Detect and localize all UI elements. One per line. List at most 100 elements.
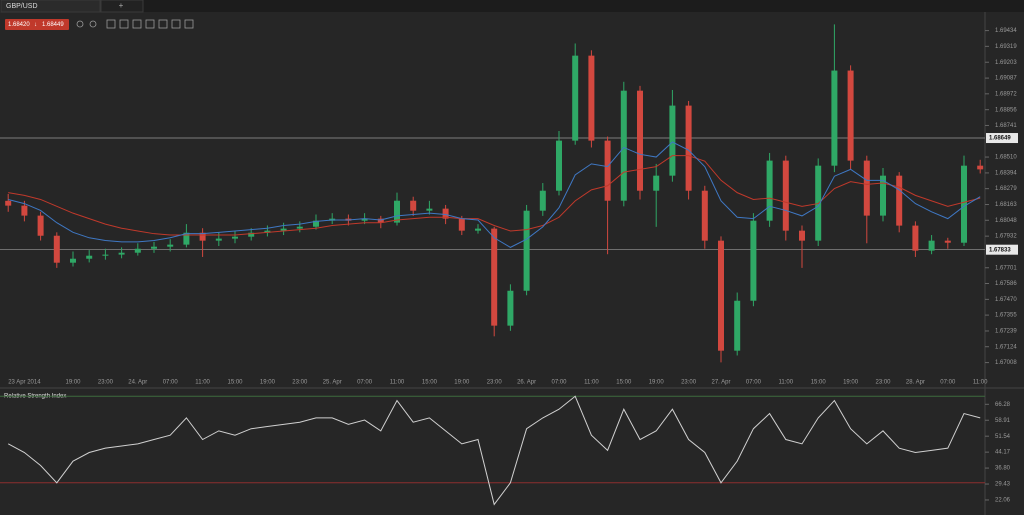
tool-2[interactable] [119, 19, 129, 29]
y-tick-label: 1.68048 [995, 218, 1017, 224]
y-tick-label: 29.43 [995, 482, 1011, 488]
symbol-tab[interactable]: GBP/USD [6, 3, 38, 10]
zoom-in[interactable] [76, 20, 84, 28]
bid: 1.68420 [8, 22, 30, 28]
x-tick-label: 07:00 [551, 380, 567, 386]
y-tick-label: 1.68510 [995, 155, 1017, 161]
x-tick-label: 11:00 [779, 380, 794, 386]
candle-body [734, 300, 741, 351]
candle-body [167, 244, 174, 247]
x-tick-label: 26. Apr [517, 380, 536, 386]
candle-body [377, 218, 384, 223]
y-tick-label: 22.06 [995, 498, 1011, 504]
tool-1[interactable] [106, 19, 116, 29]
x-tick-label: 19:00 [649, 380, 665, 386]
candle-body [799, 230, 805, 241]
candle-body [766, 160, 773, 221]
y-tick-label: 58.91 [995, 418, 1011, 424]
candle-body [70, 258, 76, 263]
candle-body [977, 165, 984, 170]
x-tick-label: 24. Apr [128, 380, 147, 386]
x-tick-label: 11:00 [584, 380, 599, 386]
candle-body [685, 105, 692, 191]
x-tick-label: 27. Apr [711, 380, 730, 386]
candle-body [896, 175, 903, 226]
zoom-out[interactable] [89, 20, 97, 28]
y-tick-label: 1.68394 [995, 171, 1017, 177]
candle-body [912, 225, 919, 251]
tab[interactable] [0, 0, 101, 13]
candle-body [458, 218, 465, 231]
candle-body [151, 246, 157, 249]
arrow-down: ↓ [34, 22, 37, 28]
candle-body [280, 228, 287, 231]
x-tick-label: 23:00 [487, 380, 503, 386]
candle-body [361, 218, 368, 221]
candle-body [880, 175, 886, 216]
x-tick-label: 19:00 [260, 380, 276, 386]
candle-body [556, 140, 562, 191]
x-tick-label: 19:00 [65, 380, 81, 386]
y-tick-label: 1.67932 [995, 234, 1017, 240]
candle-body [847, 70, 854, 161]
new-tab[interactable] [100, 0, 144, 13]
x-tick-label: 15:00 [811, 380, 827, 386]
y-tick-label: 1.69434 [995, 28, 1017, 34]
x-tick-label: 11:00 [973, 380, 988, 386]
candle-body [410, 200, 417, 211]
ask: 1.68449 [42, 22, 64, 28]
candle-body [750, 220, 757, 301]
tool-7[interactable] [184, 19, 194, 29]
candle-body [588, 55, 595, 141]
y-tick-label: 51.54 [995, 434, 1011, 440]
new-tab-icon[interactable]: + [119, 1, 124, 10]
candle-body [37, 215, 44, 236]
tool-5[interactable] [158, 19, 168, 29]
candle-body [248, 232, 255, 237]
y-tick-label: 1.68279 [995, 186, 1017, 192]
candle-body [102, 254, 109, 256]
candle-body [637, 90, 643, 191]
tool-4[interactable] [145, 19, 155, 29]
candle-body [620, 90, 627, 201]
x-tick-label: 28. Apr [906, 380, 925, 386]
candle-body [134, 248, 141, 253]
candle-body [199, 232, 206, 241]
y-tick-label: 1.67008 [995, 360, 1017, 366]
y-tick-label: 1.68856 [995, 107, 1017, 113]
tool-6[interactable] [171, 19, 181, 29]
candle-body [523, 210, 530, 291]
candle-body [491, 228, 498, 326]
quote-box [5, 19, 69, 30]
y-tick-label: 1.67124 [995, 344, 1017, 350]
tool-3[interactable] [132, 19, 142, 29]
x-tick-label: 07:00 [163, 380, 179, 386]
candle-body [507, 290, 514, 326]
y-tick-label: 66.28 [995, 402, 1011, 408]
x-tick-label: 15:00 [422, 380, 438, 386]
candle-body [604, 140, 611, 201]
candle-body [782, 160, 789, 231]
candle-body [928, 240, 935, 251]
candle-body [394, 200, 400, 223]
candle-body [426, 208, 433, 211]
y-tick-label: 1.68741 [995, 123, 1017, 129]
y-tick-label: 1.67355 [995, 313, 1017, 319]
candle-body [442, 208, 449, 219]
candle-body [961, 165, 967, 243]
x-tick-label: 11:00 [390, 380, 405, 386]
y-tick-label: 36.80 [995, 466, 1011, 472]
y-tick-label: 1.68972 [995, 91, 1017, 97]
x-tick-label: 07:00 [357, 380, 373, 386]
candle-body [313, 220, 319, 227]
x-tick-label: 25. Apr [323, 380, 342, 386]
candle-body [572, 55, 579, 141]
tab-bar [0, 0, 1024, 12]
rsi-line [7, 395, 981, 506]
x-tick-label: 19:00 [454, 380, 470, 386]
moving-average [8, 141, 981, 248]
candle-body [944, 240, 951, 243]
